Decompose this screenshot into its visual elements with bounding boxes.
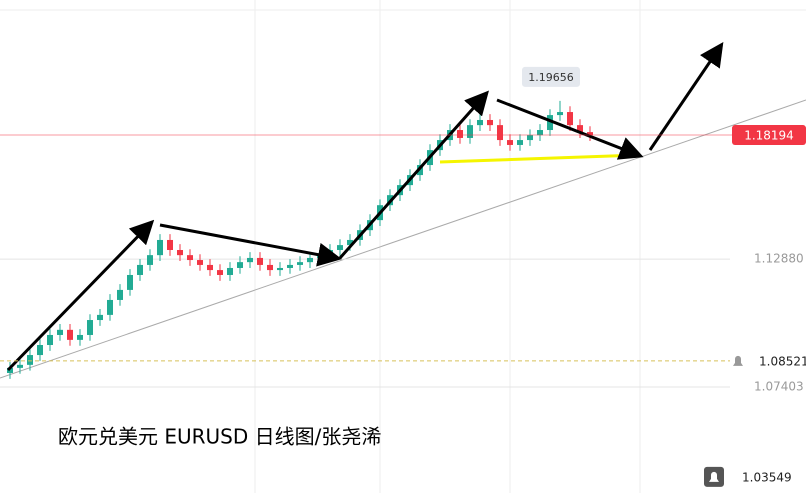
current-price-badge (732, 125, 806, 146)
candle-body (47, 334, 53, 346)
candle-body (487, 119, 493, 126)
candle-body (517, 140, 523, 145)
candle-body (67, 329, 73, 340)
candle-body (477, 119, 483, 126)
candle-body (97, 314, 103, 321)
candle-body (557, 112, 563, 116)
drawn-arrows (6, 42, 724, 372)
candle-body (237, 262, 243, 268)
alert-badge (752, 350, 806, 371)
candle-body (467, 125, 473, 138)
candle-body (287, 264, 293, 268)
candle-body (337, 245, 343, 251)
candle-body (257, 257, 263, 265)
candle-body (37, 345, 43, 356)
candle-body (117, 289, 123, 300)
alert-label: 1.08521 (759, 354, 806, 368)
candle-body (147, 255, 153, 265)
candle-body (107, 299, 113, 315)
candle-body (77, 334, 83, 340)
candle-body (267, 264, 273, 271)
candle-body (537, 130, 543, 136)
candle-body (457, 130, 463, 138)
candle-body (327, 250, 333, 256)
trend-line (0, 99, 806, 379)
candle-body (157, 239, 163, 256)
alert-bell (733, 355, 743, 366)
candle-body (167, 239, 173, 251)
high-label: 1.19656 (528, 71, 574, 84)
candle-body (347, 239, 353, 246)
candle-body (247, 257, 253, 263)
candle-body (57, 329, 63, 335)
alert-bell (709, 471, 719, 482)
candle-body (197, 260, 203, 265)
candle-body (177, 250, 183, 256)
candle-body (137, 264, 143, 275)
candle-body (297, 262, 303, 265)
candle-body (227, 267, 233, 275)
candle-body (187, 255, 193, 261)
candle-body (527, 135, 533, 141)
candle-body (207, 264, 213, 271)
candles (0, 100, 730, 388)
alert-label: 1.03549 (742, 470, 792, 484)
candle-body (277, 267, 283, 271)
support-line (439, 153, 641, 164)
current-price-label: 1.18194 (744, 129, 794, 143)
candle-body (7, 367, 13, 374)
candle-body (27, 355, 33, 365)
candle-body (567, 112, 573, 126)
candle-body (307, 257, 313, 263)
chart-title: 欧元兑美元 EURUSD 日线图/张尧浠 (58, 425, 381, 449)
candle-body (577, 125, 583, 133)
candle-body (507, 140, 513, 145)
y-tick-label: 1.12880 (754, 252, 804, 266)
high-badge (522, 66, 580, 87)
candle-body (87, 320, 93, 335)
candle-body (547, 115, 553, 131)
candle-body (497, 125, 503, 141)
y-tick-label: 1.07403 (754, 379, 804, 393)
candle-body (217, 270, 223, 275)
candle-body (587, 132, 593, 136)
candle-body (17, 364, 23, 368)
candle-body (127, 274, 133, 290)
